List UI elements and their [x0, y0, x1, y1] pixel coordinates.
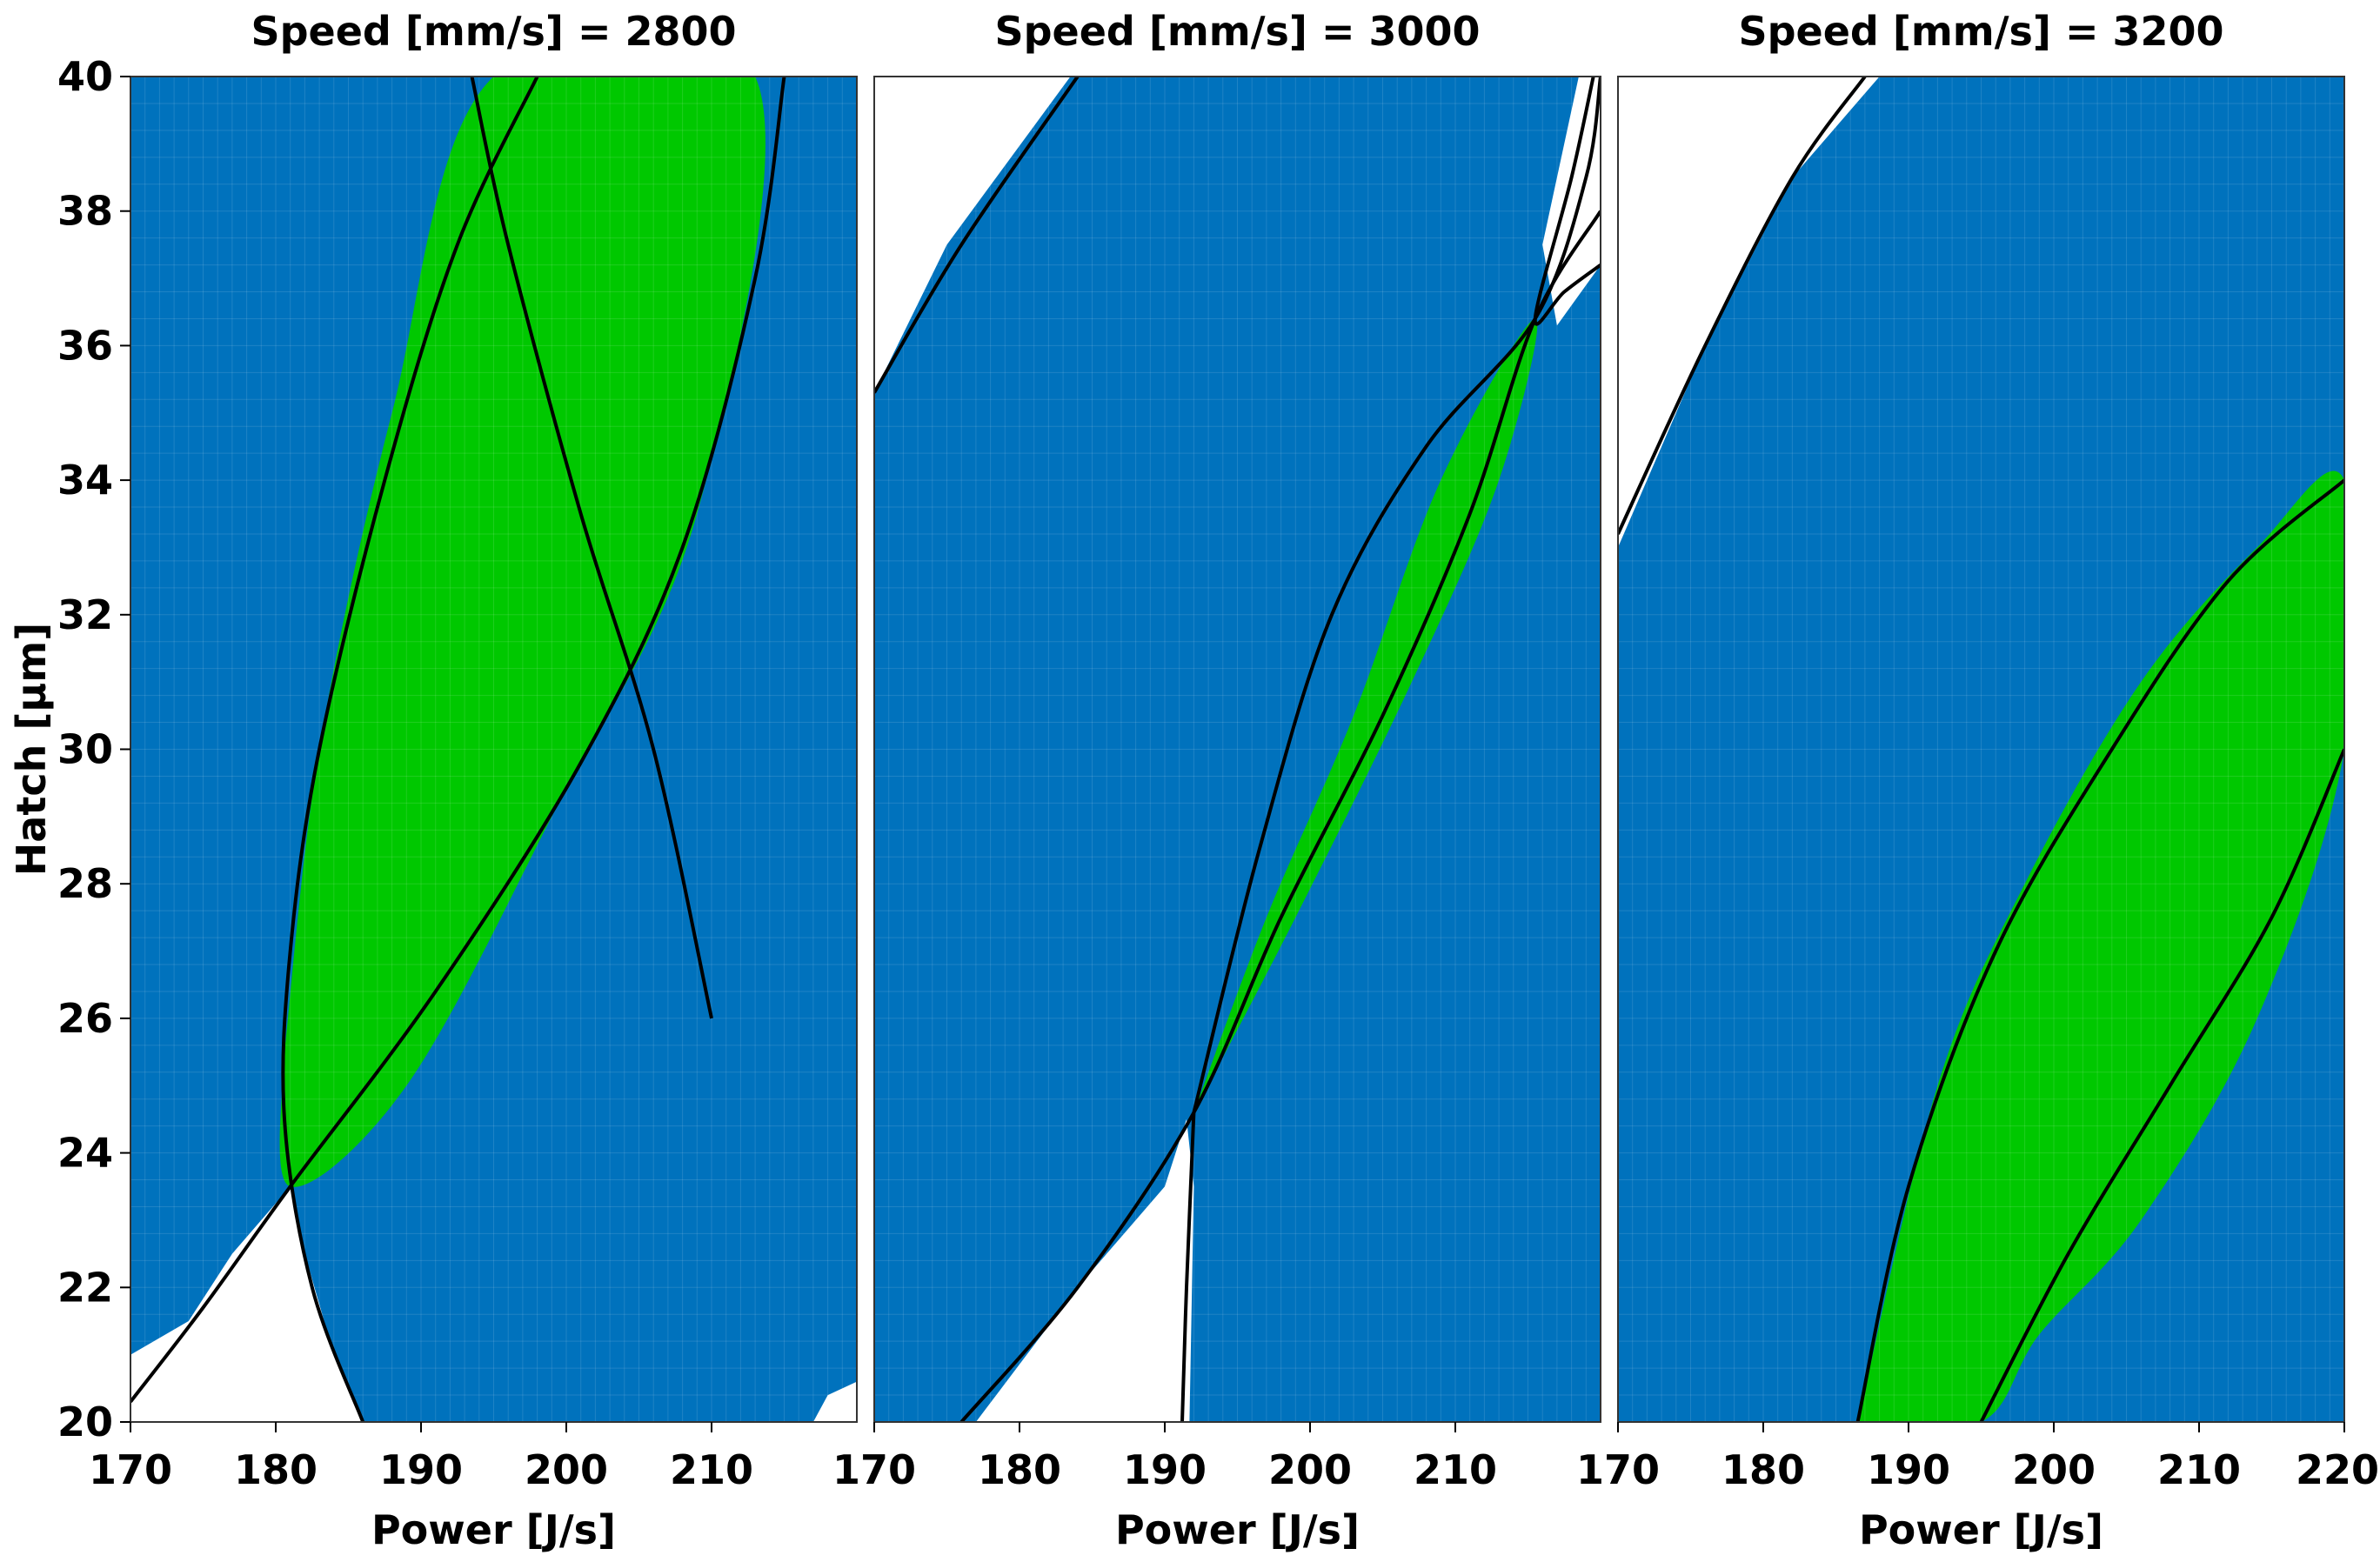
y-axis-title: Hatch [µm]	[8, 623, 55, 876]
boundary-curve-3	[470, 77, 713, 1019]
y-tick-label: 26	[57, 995, 113, 1042]
panel-title: Speed [mm/s] = 3200	[1738, 8, 2223, 55]
panel-3000: Speed [mm/s] = 3000 170 180 190 200 210 Power …	[832, 8, 1601, 1553]
x-axis-title: Power [J/s]	[1859, 1506, 2103, 1553]
feasible-region	[1857, 471, 2344, 1422]
plot-area	[874, 77, 1601, 1422]
boundary-curve-1	[874, 77, 1080, 394]
boundary-curve-4	[1180, 1112, 1196, 1422]
x-axis: 170 180 190 200 210	[89, 1422, 753, 1493]
panel-title: Speed [mm/s] = 2800	[251, 8, 736, 55]
x-tick-label: 180	[978, 1446, 1061, 1493]
right-notch-region	[1542, 77, 1601, 326]
y-tick-label: 24	[57, 1130, 113, 1177]
panel-3200: Speed [mm/s] = 3200 170 180 190 200 210 220 Pow…	[1576, 8, 2379, 1553]
boundary-curve-2	[281, 77, 539, 1422]
panel-frame	[1617, 76, 2345, 1423]
feasible-region	[1193, 318, 1538, 1113]
boundary-curve-3	[1192, 77, 1601, 1113]
boundary-curve-3	[1979, 748, 2344, 1422]
x-tick-label: 210	[670, 1446, 753, 1493]
grid	[1618, 77, 2344, 1422]
y-axis: 20 22 24 26 28 30 32 34 36 38 40 Hatch [µm]	[8, 53, 130, 1445]
x-axis: 170 180 190 200 210 220	[1576, 1422, 2379, 1493]
x-tick-label: 190	[1123, 1446, 1207, 1493]
x-axis: 170 180 190 200 210	[832, 1422, 1497, 1493]
y-tick-label: 22	[57, 1264, 113, 1311]
y-tick-label: 40	[57, 53, 113, 100]
excluded-lower-region	[130, 1186, 364, 1422]
boundary-curve-2	[1855, 478, 2344, 1422]
y-tick-label: 34	[57, 457, 113, 504]
x-axis-title: Power [J/s]	[371, 1506, 616, 1553]
y-tick-label: 32	[57, 591, 113, 638]
boundary-curve-1	[1618, 77, 1867, 535]
plot-area	[130, 77, 857, 1422]
x-tick-label: 210	[2157, 1446, 2241, 1493]
panel-frame	[873, 76, 1601, 1423]
x-tick-label: 200	[2012, 1446, 2096, 1493]
boundary-curve-1	[130, 77, 786, 1404]
x-tick-label: 220	[2296, 1446, 2379, 1493]
panels-layer: Speed [mm/s] = 2800 170 180 190 200 210 Power …	[89, 8, 2379, 1553]
x-tick-label: 180	[234, 1446, 318, 1493]
boundary-curve-2	[959, 210, 1601, 1422]
feasible-region	[279, 77, 765, 1187]
y-tick-label: 36	[57, 322, 113, 369]
y-tick-label: 30	[57, 726, 113, 773]
y-tick-label: 38	[57, 188, 113, 235]
bottom-right-notch-region	[812, 1381, 857, 1422]
x-tick-label: 170	[89, 1446, 172, 1493]
boundary-curve-5	[1533, 77, 1601, 326]
panel-title: Speed [mm/s] = 3000	[994, 8, 1480, 55]
x-tick-label: 180	[1721, 1446, 1805, 1493]
excluded-upper-region	[1618, 77, 1880, 548]
y-tick-label: 28	[57, 860, 113, 907]
plot-area	[1618, 77, 2344, 1422]
x-tick-label: 210	[1414, 1446, 1497, 1493]
x-tick-label: 190	[1867, 1446, 1950, 1493]
grid	[874, 77, 1601, 1422]
x-tick-label: 170	[1576, 1446, 1660, 1493]
x-axis-title: Power [J/s]	[1115, 1506, 1360, 1553]
x-tick-label: 200	[1268, 1446, 1352, 1493]
x-tick-label: 190	[379, 1446, 463, 1493]
grid	[130, 77, 857, 1422]
background-region	[874, 77, 1601, 1422]
excluded-upper-region	[874, 77, 1071, 393]
x-tick-label: 200	[525, 1446, 608, 1493]
y-tick-label: 20	[57, 1398, 113, 1445]
x-tick-label: 170	[832, 1446, 916, 1493]
panel-2800: Speed [mm/s] = 2800 170 180 190 200 210 Power …	[89, 8, 858, 1553]
excluded-lower-region	[975, 1118, 1194, 1422]
